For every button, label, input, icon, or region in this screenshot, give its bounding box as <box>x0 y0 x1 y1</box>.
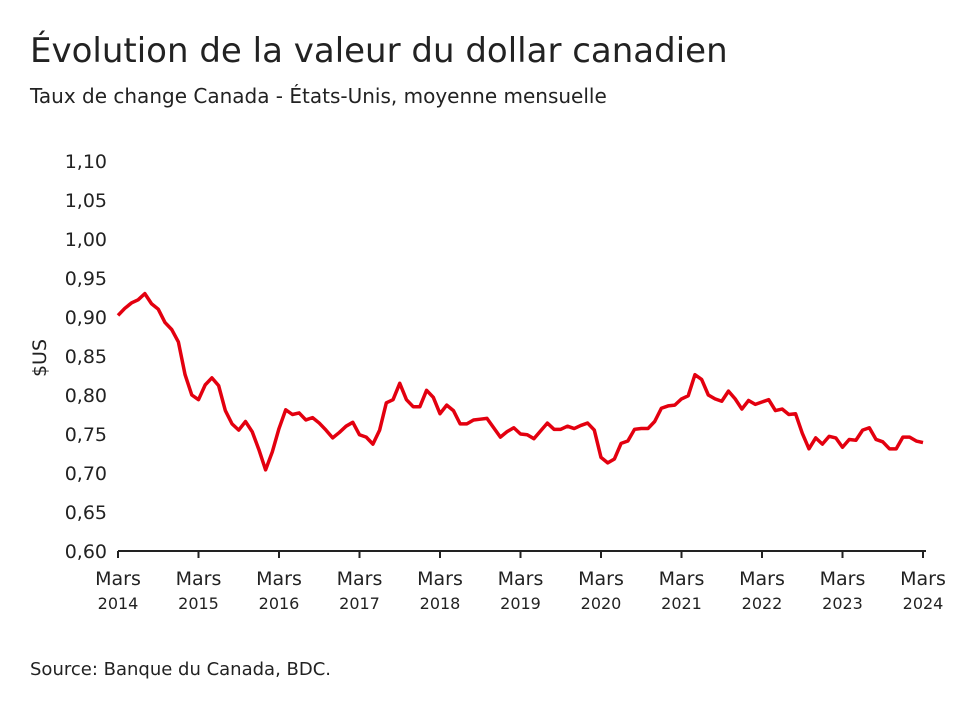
y-tick-label: 1,00 <box>65 229 107 251</box>
x-tick-label: Mars 2016 <box>256 568 302 613</box>
x-tick-label: Mars 2017 <box>337 568 383 613</box>
y-tick-label: 1,05 <box>65 190 107 212</box>
source-note: Source: Banque du Canada, BDC. <box>30 659 331 680</box>
y-tick-label: 0,75 <box>65 424 107 446</box>
y-tick-label: 0,90 <box>65 307 107 329</box>
y-axis-label: $US <box>29 339 51 377</box>
y-tick-label: 1,10 <box>65 151 107 173</box>
y-tick-label: 0,80 <box>65 385 107 407</box>
chart-subtitle: Taux de change Canada - États-Unis, moye… <box>29 84 607 108</box>
y-tick-label: 0,95 <box>65 268 107 290</box>
x-tick-label: Mars 2023 <box>820 568 866 613</box>
y-tick-label: 0,60 <box>65 541 107 563</box>
x-tick-label: Mars 2021 <box>659 568 705 613</box>
x-tick-label: Mars 2014 <box>95 568 141 613</box>
x-tick-label: Mars 2022 <box>739 568 785 613</box>
chart-title: Évolution de la valeur du dollar canadie… <box>30 30 728 71</box>
x-tick-label: Mars 2020 <box>578 568 624 613</box>
data-line <box>116 291 924 472</box>
x-tick-label: Mars 2024 <box>900 568 946 613</box>
y-tick-label: 0,85 <box>65 346 107 368</box>
x-tick-label: Mars 2018 <box>417 568 463 613</box>
x-tick-label: Mars 2015 <box>176 568 222 613</box>
y-tick-label: 0,65 <box>65 502 107 524</box>
y-tick-label: 0,70 <box>65 463 107 485</box>
x-tick-label: Mars 2019 <box>498 568 544 613</box>
